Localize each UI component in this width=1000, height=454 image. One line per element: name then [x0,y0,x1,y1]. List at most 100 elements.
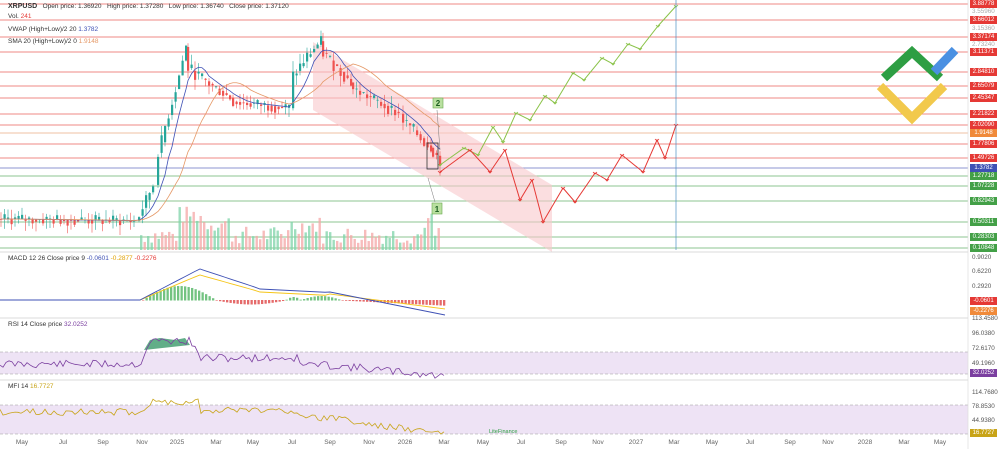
macd-bar [345,300,348,301]
volume-bar [210,225,213,250]
candle-body [380,101,383,106]
macd-bar [397,300,400,304]
bullish-forecast-node [461,146,467,150]
macd-bar [240,300,243,305]
macd-bar [173,286,176,301]
macd-bar [432,300,435,306]
vwap-value: 1.3782 [78,26,99,33]
vol-value: 241 [20,13,32,20]
price-tag: 1.9148 [970,129,997,137]
volume-bar [245,226,248,250]
indicator-axis-label: 49.1960 [972,360,995,367]
sma-legend[interactable]: SMA 20 (High+Low)/2 0 1.9148 [8,38,99,45]
candle-body [174,92,177,102]
candle-body [355,88,358,90]
price-tag: 0.10848 [970,244,997,252]
price-tag: 3.37174 [970,33,997,41]
time-axis-label: May [15,439,29,446]
logo-blue-bar [930,46,959,76]
volume-legend: Vol. 241 [8,13,32,20]
rsi-value: 32.0252 [64,321,88,328]
volume-bar [143,241,146,250]
candle-body [299,63,302,71]
macd-bar [194,289,197,301]
macd-bar [320,296,323,301]
time-axis-label: Mar [668,439,680,446]
macd-bar [247,300,250,305]
bullish-forecast-node [610,62,616,66]
candle-body [112,215,115,221]
mfi-legend[interactable]: MFI 14 16.7727 [8,383,54,390]
vwap-legend[interactable]: VWAP (High+Low)/2 20 1.3782 [8,26,98,33]
indicator-axis-label: 44.9380 [972,417,995,424]
candle-body [101,220,104,224]
macd-bar [180,286,183,301]
volume-bar [423,227,426,250]
indicator-axis-label: 16.7727 [970,429,997,437]
macd-legend[interactable]: MACD 12 26 Close price 9 -0.0601 -0.2877… [8,255,157,262]
volume-bar [161,232,164,250]
macd-bar [327,296,330,301]
candle-body [246,102,249,106]
price-axis-label: 3.55960 [972,8,995,15]
candle-body [197,71,200,74]
macd-bar [145,297,148,301]
volume-bar [248,236,251,250]
candle-body [181,60,184,76]
time-axis-label: Nov [592,439,604,446]
high-label: High price: [106,3,139,10]
macd-bar [334,298,337,301]
macd-bar [352,300,355,302]
candle-body [215,86,218,88]
volume-bar [269,228,272,250]
macd-bar [191,287,194,301]
volume-bar [294,229,297,250]
macd-bar [425,300,428,305]
rsi-band [0,352,968,374]
volume-bar [150,242,153,250]
macd-bar [285,299,288,301]
volume-bar [182,221,185,250]
macd-bar [170,286,173,301]
candle-body [316,44,319,49]
time-axis-label: Mar [210,439,222,446]
rsi-legend[interactable]: RSI 14 Close price 32.0252 [8,321,88,328]
macd-bar [348,300,351,301]
macd-value-3: -0.2276 [134,255,157,262]
bullish-forecast-node [570,71,576,75]
candle-body [222,90,225,96]
volume-bar [329,232,332,250]
time-axis-label: Jul [58,439,68,446]
macd-bar [222,300,225,302]
macd-signal-line [0,274,446,310]
candle-body [138,217,141,221]
macd-histogram [142,286,446,306]
bearish-forecast-node [592,171,598,175]
candle-body [339,68,342,76]
rsi-label: RSI 14 Close price [8,321,63,328]
candle-body [439,155,442,166]
candle-body [239,102,242,105]
candle-body [359,90,362,95]
candle-body [204,78,207,80]
logo-green-chevron [880,45,944,82]
volume-bar [199,215,202,250]
price-tag: 2.21822 [970,110,997,118]
bearish-forecast-node [540,220,546,224]
volume-bar [416,234,419,250]
candle-body [164,126,167,143]
volume-bar [392,231,395,250]
open-value: 1.36920 [78,3,102,10]
candle-body [366,94,369,99]
candle-body [77,220,80,222]
time-axis-label: Jul [745,439,755,446]
volume-bar [388,237,391,250]
candle-body [66,219,69,226]
bullish-forecast-node [490,125,496,129]
volume-bar [318,217,321,250]
candle-body [320,36,323,45]
bearish-forecast-node [654,138,660,142]
candle-body [56,215,59,220]
